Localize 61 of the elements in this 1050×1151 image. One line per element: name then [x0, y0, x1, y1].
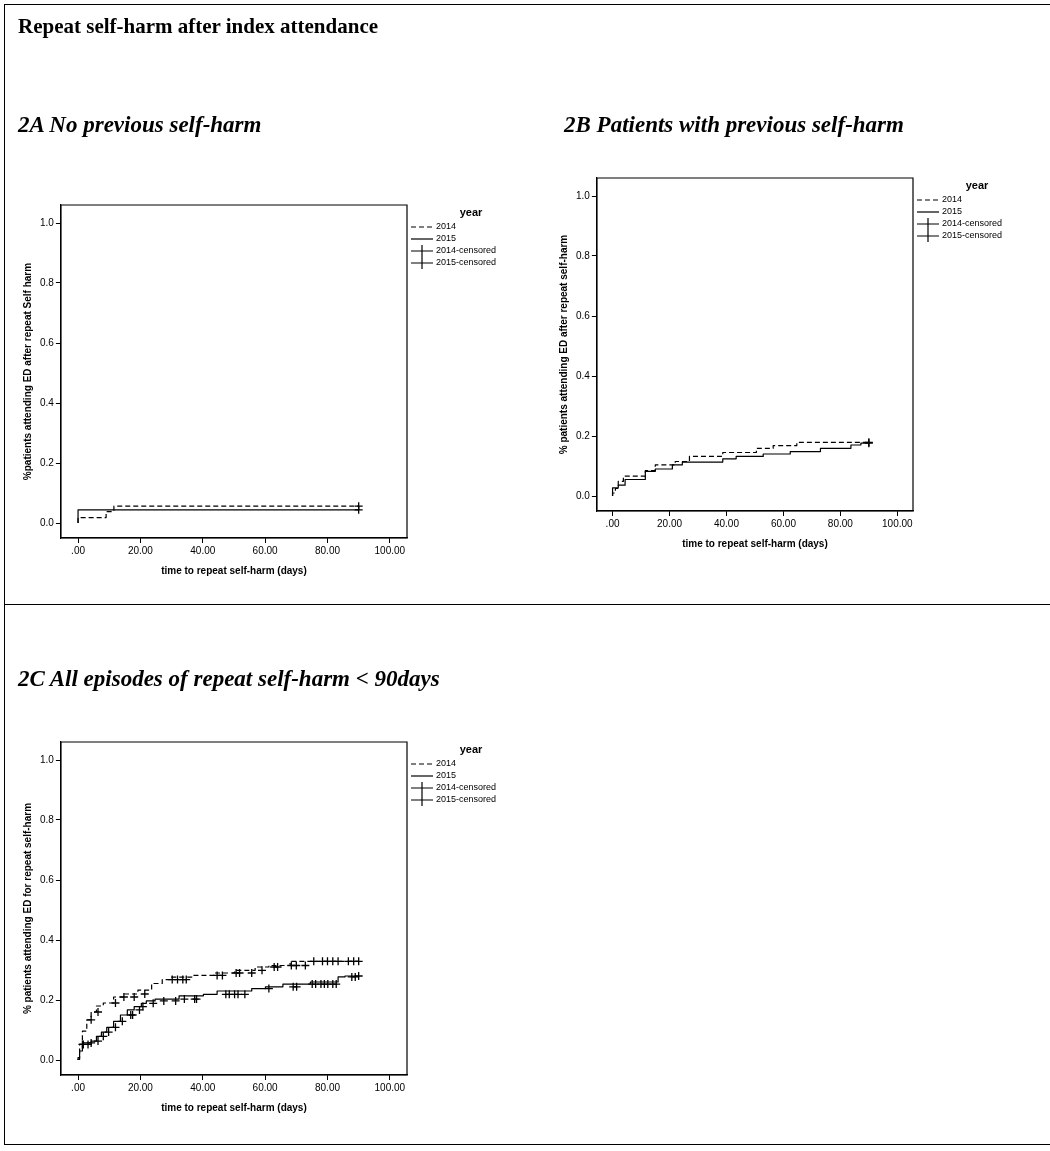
legend-label: 2015-censored [436, 794, 497, 805]
chart-title: 2C All episodes of repeat self-harm < 90days [18, 666, 440, 692]
y-tick-label: 0.0 [576, 489, 591, 501]
legend-label: 2015 [436, 233, 457, 244]
chart-subtitle: 2A No previous self-harm [18, 112, 262, 138]
x-tick-label: 40.00 [713, 517, 740, 529]
y-tick-label: 0.2 [576, 429, 591, 441]
x-tick-label: 100.00 [374, 544, 406, 556]
x-tick-label: .00 [71, 1081, 86, 1093]
y-tick-label: 0.4 [576, 369, 591, 381]
x-tick-label: 100.00 [374, 1081, 406, 1093]
legend-title: year [459, 206, 484, 219]
legend-label: 2015 [942, 206, 963, 217]
y-tick-label: 0.8 [40, 813, 55, 825]
x-tick-label: 20.00 [127, 1081, 154, 1093]
chart-title: 2B Patients with previous self-harm [564, 112, 904, 138]
legend-label: 2014 [942, 194, 963, 205]
legend-label: 2014 [436, 758, 457, 769]
y-tick-label: 0.6 [576, 309, 591, 321]
x-axis-title: time to repeat self-harm (days) [682, 537, 828, 549]
legend-label: 2014-censored [436, 782, 497, 793]
x-axis-title: time to repeat self-harm (days) [161, 564, 307, 576]
y-tick-label: 1.0 [576, 189, 591, 201]
legend-title: year [459, 743, 484, 756]
legend-label: 2014-censored [942, 218, 1003, 229]
y-axis-title: % patients attending ED for repeat self-harm [21, 802, 33, 1015]
x-tick-label: 80.00 [827, 517, 854, 529]
y-tick-label: 0.6 [40, 873, 55, 885]
y-axis-title: % patients attending ED after repeat self-harm [557, 234, 569, 455]
y-tick-label: 0.0 [40, 516, 55, 528]
x-tick-label: 80.00 [314, 544, 341, 556]
y-tick-label: 1.0 [40, 216, 55, 228]
x-tick-label: 80.00 [314, 1081, 341, 1093]
legend-label: 2015 [436, 770, 457, 781]
legend-title: year [965, 179, 990, 192]
legend-label: 2015-censored [436, 257, 497, 268]
legend-label: 2014-censored [436, 245, 497, 256]
x-tick-label: .00 [71, 544, 86, 556]
y-tick-label: 0.0 [40, 1053, 55, 1065]
y-axis-title: %patients attending ED after repeat Self harm [21, 262, 33, 481]
y-tick-label: 0.2 [40, 456, 55, 468]
x-axis-title: time to repeat self-harm (days) [161, 1101, 307, 1113]
legend-label: 2015-censored [942, 230, 1003, 241]
x-tick-label: 20.00 [657, 517, 683, 529]
y-tick-label: 0.4 [40, 933, 55, 945]
x-tick-label: 40.00 [190, 544, 216, 556]
x-tick-label: 60.00 [252, 1081, 279, 1093]
y-tick-label: 0.8 [40, 276, 55, 288]
x-tick-label: 40.00 [190, 1081, 216, 1093]
y-tick-label: 1.0 [40, 753, 55, 765]
x-tick-label: 20.00 [127, 544, 154, 556]
x-tick-label: 60.00 [770, 517, 797, 529]
y-tick-label: 0.6 [40, 336, 55, 348]
chart-title: Repeat self-harm after index attendance [18, 14, 379, 39]
y-tick-label: 0.8 [576, 249, 591, 261]
x-tick-label: .00 [605, 517, 620, 529]
x-tick-label: 100.00 [882, 517, 914, 529]
legend-label: 2014 [436, 221, 457, 232]
y-tick-label: 0.4 [40, 396, 55, 408]
x-tick-label: 60.00 [252, 544, 279, 556]
y-tick-label: 0.2 [40, 993, 55, 1005]
